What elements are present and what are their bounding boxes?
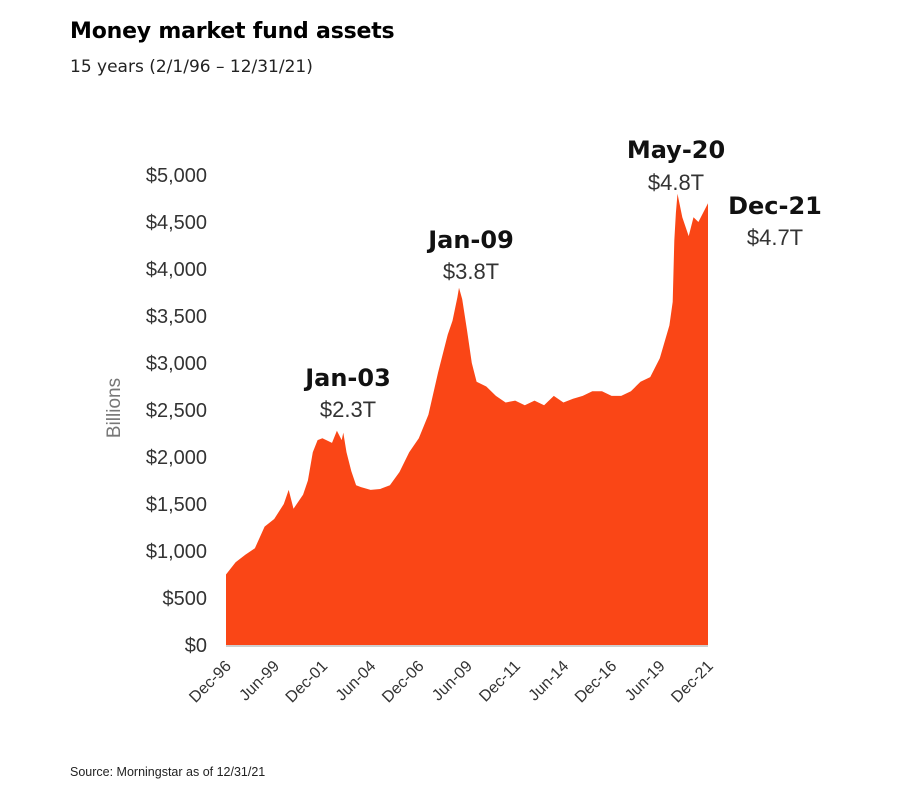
x-tick-label: Jun-19: [622, 658, 669, 705]
annotation-jan-09: Jan-09 $3.8T: [426, 226, 514, 284]
x-axis-ticks: Dec-96 Jun-99 Dec-01 Jun-04 Dec-06 Jun-09 Dec-…: [186, 658, 717, 707]
x-tick-label: Dec-16: [572, 658, 621, 707]
y-tick-label: $4,500: [146, 212, 207, 234]
annotation-value: $4.8T: [648, 170, 704, 195]
y-axis-ticks: $0 $500 $1,000 $1,500 $2,000 $2,500 $3,000 $3,5…: [146, 165, 207, 657]
chart-subtitle: 15 years (2/1/96 – 12/31/21): [70, 57, 313, 77]
source-note: Source: Morningstar as of 12/31/21: [70, 765, 266, 779]
y-tick-label: $0: [185, 635, 207, 657]
y-tick-label: $2,500: [146, 400, 207, 422]
annotation-jan-03: Jan-03 $2.3T: [303, 364, 391, 422]
annotation-may-20: May-20 $4.8T: [627, 136, 725, 195]
chart-title: Money market fund assets: [70, 19, 395, 44]
x-tick-label: Jun-99: [236, 658, 283, 705]
area-series: [226, 193, 708, 646]
annotation-date: Dec-21: [728, 192, 822, 220]
annotation-value: $4.7T: [747, 225, 803, 250]
y-tick-label: $4,000: [146, 259, 207, 281]
y-tick-label: $5,000: [146, 165, 207, 187]
x-tick-label: Dec-96: [186, 658, 235, 707]
annotation-date: Jan-03: [303, 364, 391, 392]
y-axis-label: Billions: [104, 378, 125, 438]
y-tick-label: $1,000: [146, 541, 207, 563]
x-tick-label: Dec-11: [476, 658, 524, 706]
y-tick-label: $3,000: [146, 353, 207, 375]
annotation-date: May-20: [627, 136, 725, 164]
annotation-date: Jan-09: [426, 226, 514, 254]
annotation-value: $3.8T: [443, 259, 499, 284]
annotation-dec-21: Dec-21 $4.7T: [728, 192, 822, 250]
x-tick-label: Dec-01: [283, 658, 332, 707]
y-tick-label: $1,500: [146, 494, 207, 516]
x-tick-label: Dec-06: [379, 658, 428, 707]
x-tick-label: Dec-21: [668, 658, 717, 707]
y-tick-label: $2,000: [146, 447, 207, 469]
y-tick-label: $3,500: [146, 306, 207, 328]
x-tick-label: Jun-04: [333, 658, 380, 705]
annotation-value: $2.3T: [320, 397, 376, 422]
x-tick-label: Jun-14: [526, 658, 573, 705]
x-tick-label: Jun-09: [429, 658, 476, 705]
y-tick-label: $500: [163, 588, 208, 610]
